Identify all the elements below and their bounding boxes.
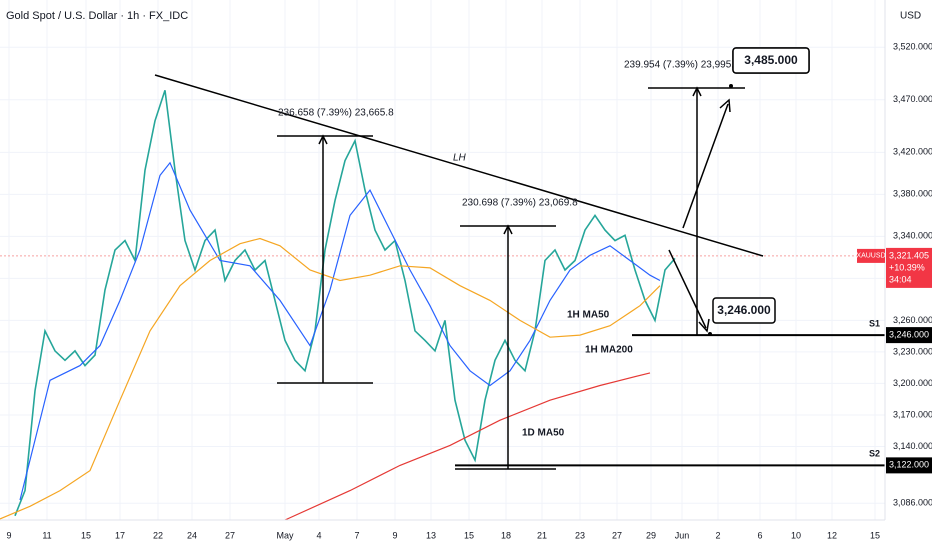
series-line (0, 237, 661, 520)
callout-box (712, 297, 776, 324)
series-label: 1H MA50 (567, 310, 610, 321)
level-name: S1 (869, 318, 880, 328)
arrow-head (698, 318, 710, 333)
series-line (284, 372, 651, 521)
x-tick-label: 15 (464, 530, 474, 540)
callout-box (732, 47, 810, 74)
y-tick-label: 3,140.000 (893, 441, 932, 451)
x-tick-label: Jun (675, 530, 690, 540)
target-label: 3,246.000 (717, 303, 771, 317)
x-tick-label: 10 (791, 530, 801, 540)
measure-label: 239.954 (7.39%) 23,995.4 (624, 60, 740, 71)
x-tick-label: 11 (42, 530, 51, 540)
measure-label: 230.698 (7.39%) 23,069.8 (462, 198, 578, 209)
x-tick-label: 23 (575, 530, 585, 540)
y-tick-label: 3,086.000 (893, 498, 932, 508)
x-tick-label: 7 (354, 530, 359, 540)
level-tag-label: 3,246.000 (889, 329, 929, 339)
y-tick-label: 3,340.000 (893, 231, 932, 241)
measure-label: 236.658 (7.39%) 23,665.8 (278, 108, 394, 119)
level-name: S2 (869, 449, 880, 459)
x-tick-label: 24 (187, 530, 197, 540)
chart-title: Gold Spot / U.S. Dollar · 1h · FX_IDC (6, 10, 188, 22)
y-tick-label: 3,200.000 (893, 378, 932, 388)
projection-arrow (682, 103, 729, 229)
price-tag-label: 3,321.405 (889, 250, 929, 260)
series-label: 1H MA200 (585, 345, 633, 356)
y-tick-label: 3,170.000 (893, 409, 932, 419)
price-tag (886, 247, 932, 288)
level-tag (886, 457, 932, 474)
currency: USD (900, 11, 921, 22)
x-tick-label: May (276, 530, 294, 540)
y-tick-label: 3,520.000 (893, 42, 932, 52)
y-tick-label: 3,380.000 (893, 189, 932, 199)
arrow-head (719, 98, 731, 113)
x-tick-label: 6 (757, 530, 762, 540)
x-tick-label: 29 (646, 530, 656, 540)
y-tick-label: 3,260.000 (893, 315, 932, 325)
callout-point (708, 332, 712, 336)
target-label: 3,485.000 (744, 53, 798, 67)
level-tag (886, 327, 932, 344)
symbol-label: XAUUSD (856, 253, 885, 260)
x-tick-label: 22 (153, 530, 163, 540)
x-tick-label: 18 (501, 530, 511, 540)
y-tick-label: 3,230.000 (893, 346, 932, 356)
series-line (19, 161, 661, 501)
price-change: +10.39% (889, 262, 925, 272)
x-tick-label: 15 (81, 530, 91, 540)
x-tick-label: 4 (316, 530, 321, 540)
trend-label: LH (453, 153, 467, 164)
x-tick-label: 17 (115, 530, 125, 540)
x-tick-label: 9 (392, 530, 397, 540)
projection-arrow (668, 249, 707, 329)
x-tick-label: 9 (6, 530, 11, 540)
x-tick-label: 21 (537, 530, 547, 540)
level-tag-label: 3,122.000 (889, 460, 929, 470)
y-tick-label: 3,420.000 (893, 147, 932, 157)
y-tick-label: 3,470.000 (893, 94, 932, 104)
countdown: 34:04 (889, 274, 912, 284)
x-tick-label: 13 (426, 530, 436, 540)
arrow-head (318, 134, 328, 145)
x-tick-label: 2 (715, 530, 720, 540)
x-tick-label: 12 (827, 530, 837, 540)
callout-point (729, 84, 733, 88)
arrow-head (503, 224, 513, 235)
arrow-head (692, 86, 702, 97)
symbol-tag (857, 248, 885, 263)
series-label: 1D MA50 (522, 428, 565, 439)
x-tick-label: 27 (225, 530, 235, 540)
x-tick-label: 15 (870, 530, 880, 540)
x-tick-label: 27 (612, 530, 622, 540)
series-line (14, 90, 676, 517)
trend-line (154, 74, 764, 257)
